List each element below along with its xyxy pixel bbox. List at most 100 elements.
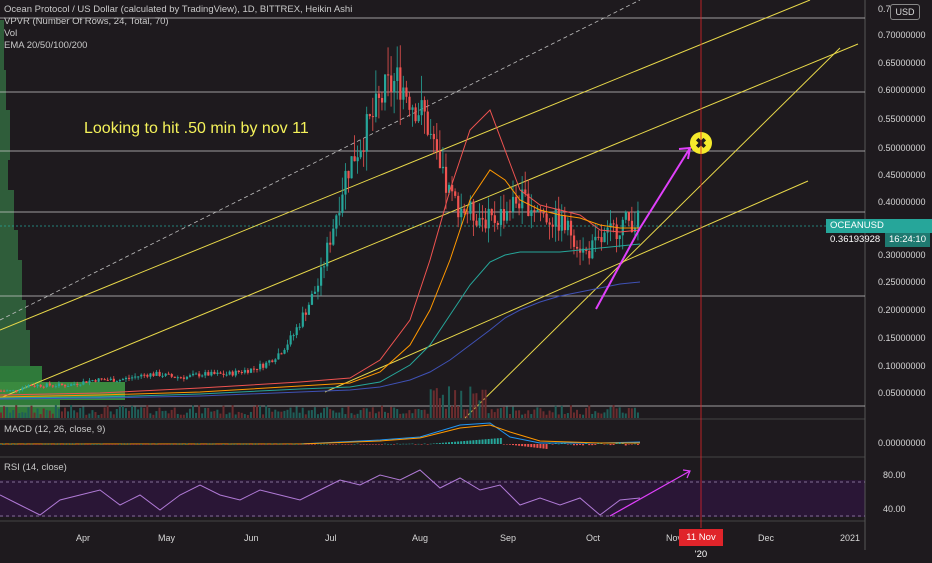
legend-title: Ocean Protocol / US Dollar (calculated b… (4, 4, 353, 15)
volume-bar (271, 411, 274, 418)
macd-histogram-bar (454, 441, 457, 444)
macd-histogram-bar (240, 443, 243, 445)
macd-histogram-bar (295, 443, 298, 445)
volume-bar (365, 408, 368, 418)
volume-bar (82, 406, 85, 418)
volume-bar (292, 412, 295, 418)
macd-histogram-bar (554, 443, 557, 444)
macd-histogram-bar (606, 443, 609, 445)
macd-histogram-bar (338, 443, 341, 445)
macd-histogram-bar (356, 443, 359, 445)
candle-body (411, 107, 414, 110)
volume-bar (277, 411, 280, 418)
volume-bar (621, 412, 624, 418)
volume-bar (566, 413, 569, 418)
time-tick-label: Jul (325, 533, 337, 543)
candle-body (508, 211, 512, 213)
macd-legend[interactable]: MACD (12, 26, close, 9) (4, 424, 106, 435)
candle-body (94, 380, 97, 382)
price-tick-label: 0.20000000 (878, 305, 926, 315)
candle-body (402, 87, 405, 100)
macd-histogram-bar (249, 444, 252, 445)
macd-histogram-bar (563, 443, 566, 444)
macd-histogram-bar (121, 443, 124, 445)
volume-bar (405, 413, 408, 418)
macd-histogram-bar (560, 443, 563, 444)
macd-histogram-bar (225, 444, 228, 445)
macd-histogram-bar (259, 444, 262, 445)
volume-bar (228, 412, 231, 418)
candle-body (344, 170, 347, 195)
volume-bar (323, 408, 326, 418)
candle-body (36, 384, 39, 387)
legend-ema[interactable]: EMA 20/50/100/200 (4, 40, 88, 51)
volume-bar (432, 390, 435, 418)
macd-histogram-bar (137, 444, 140, 445)
macd-histogram-bar (70, 443, 73, 445)
candle-body (33, 385, 36, 387)
macd-histogram-bar (301, 443, 304, 445)
candle-body (368, 114, 371, 117)
macd-histogram-bar (636, 444, 639, 445)
candle-body (195, 373, 198, 375)
volume-bar (539, 408, 542, 418)
volume-bar (237, 411, 240, 418)
price-chart[interactable]: ✖ 0.70.700000000.650000000.600000000.550… (0, 0, 932, 550)
candle-body (310, 293, 314, 305)
candle-body (393, 80, 396, 93)
macd-histogram-bar (97, 443, 100, 445)
volume-bar (441, 394, 444, 418)
volume-bar (618, 407, 621, 418)
candle-body (179, 377, 183, 379)
volume-bar (353, 414, 356, 418)
macd-histogram-bar (112, 444, 115, 445)
candle-body (51, 385, 55, 387)
candle-body (536, 209, 539, 212)
macd-histogram-bar (106, 444, 109, 445)
volume-bar (131, 405, 134, 418)
volume-bar (219, 413, 222, 418)
macd-histogram-bar (143, 444, 146, 445)
volume-bar (454, 390, 457, 418)
candle-body (548, 222, 551, 225)
volume-bar (493, 412, 496, 418)
macd-histogram-bar (435, 443, 438, 444)
volume-bar (448, 386, 450, 418)
candle-body (316, 285, 320, 292)
macd-histogram-bar (515, 444, 518, 446)
volume-bar (359, 410, 362, 418)
candle-body (246, 370, 250, 373)
macd-histogram-bar (42, 443, 45, 445)
macd-histogram-bar (201, 444, 204, 445)
volume-bar (582, 414, 585, 418)
volume-bar (262, 414, 265, 418)
macd-histogram-bar (146, 444, 149, 445)
currency-button[interactable]: USD (890, 4, 920, 20)
candle-body (423, 100, 426, 112)
volume-bar (320, 412, 322, 418)
volume-bar (39, 414, 42, 418)
legend-vpvr[interactable]: VPVR (Number Of Rows, 24, Total, 70) (4, 16, 169, 27)
volume-bar (429, 389, 432, 418)
candle-body (234, 370, 237, 376)
macd-histogram-bar (149, 443, 152, 445)
volume-bar (505, 406, 508, 418)
candle-body (64, 385, 67, 387)
legend-vol[interactable]: Vol (4, 28, 18, 39)
candle-body (298, 326, 301, 328)
macd-histogram-bar (472, 440, 475, 444)
dashed-trendline (0, 0, 641, 321)
candle-body (85, 381, 88, 383)
volume-bar (457, 406, 460, 418)
candle-body (603, 232, 606, 243)
candle-body (499, 209, 503, 225)
rsi-legend[interactable]: RSI (14, close) (4, 462, 67, 473)
candle-body (167, 373, 170, 375)
candle-body (618, 235, 621, 240)
macd-histogram-bar (27, 444, 30, 445)
volume-bar (341, 407, 344, 418)
candle-body (301, 312, 304, 327)
macd-histogram-bar (490, 438, 493, 444)
candle-body (566, 220, 570, 231)
volume-bar (411, 413, 414, 418)
